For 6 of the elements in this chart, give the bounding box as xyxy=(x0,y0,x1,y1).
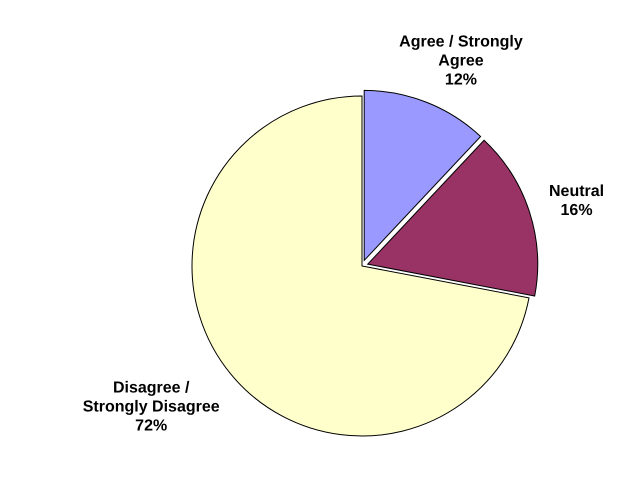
slice-label: Neutral xyxy=(548,183,604,200)
data-label: 72% xyxy=(135,417,168,434)
slice-label: Agree / Strongly Agree xyxy=(399,34,523,70)
data-label: 12% xyxy=(444,72,477,89)
data-label: 16% xyxy=(560,202,593,220)
slice-label: Disagree / Strongly Disagree xyxy=(82,379,220,416)
